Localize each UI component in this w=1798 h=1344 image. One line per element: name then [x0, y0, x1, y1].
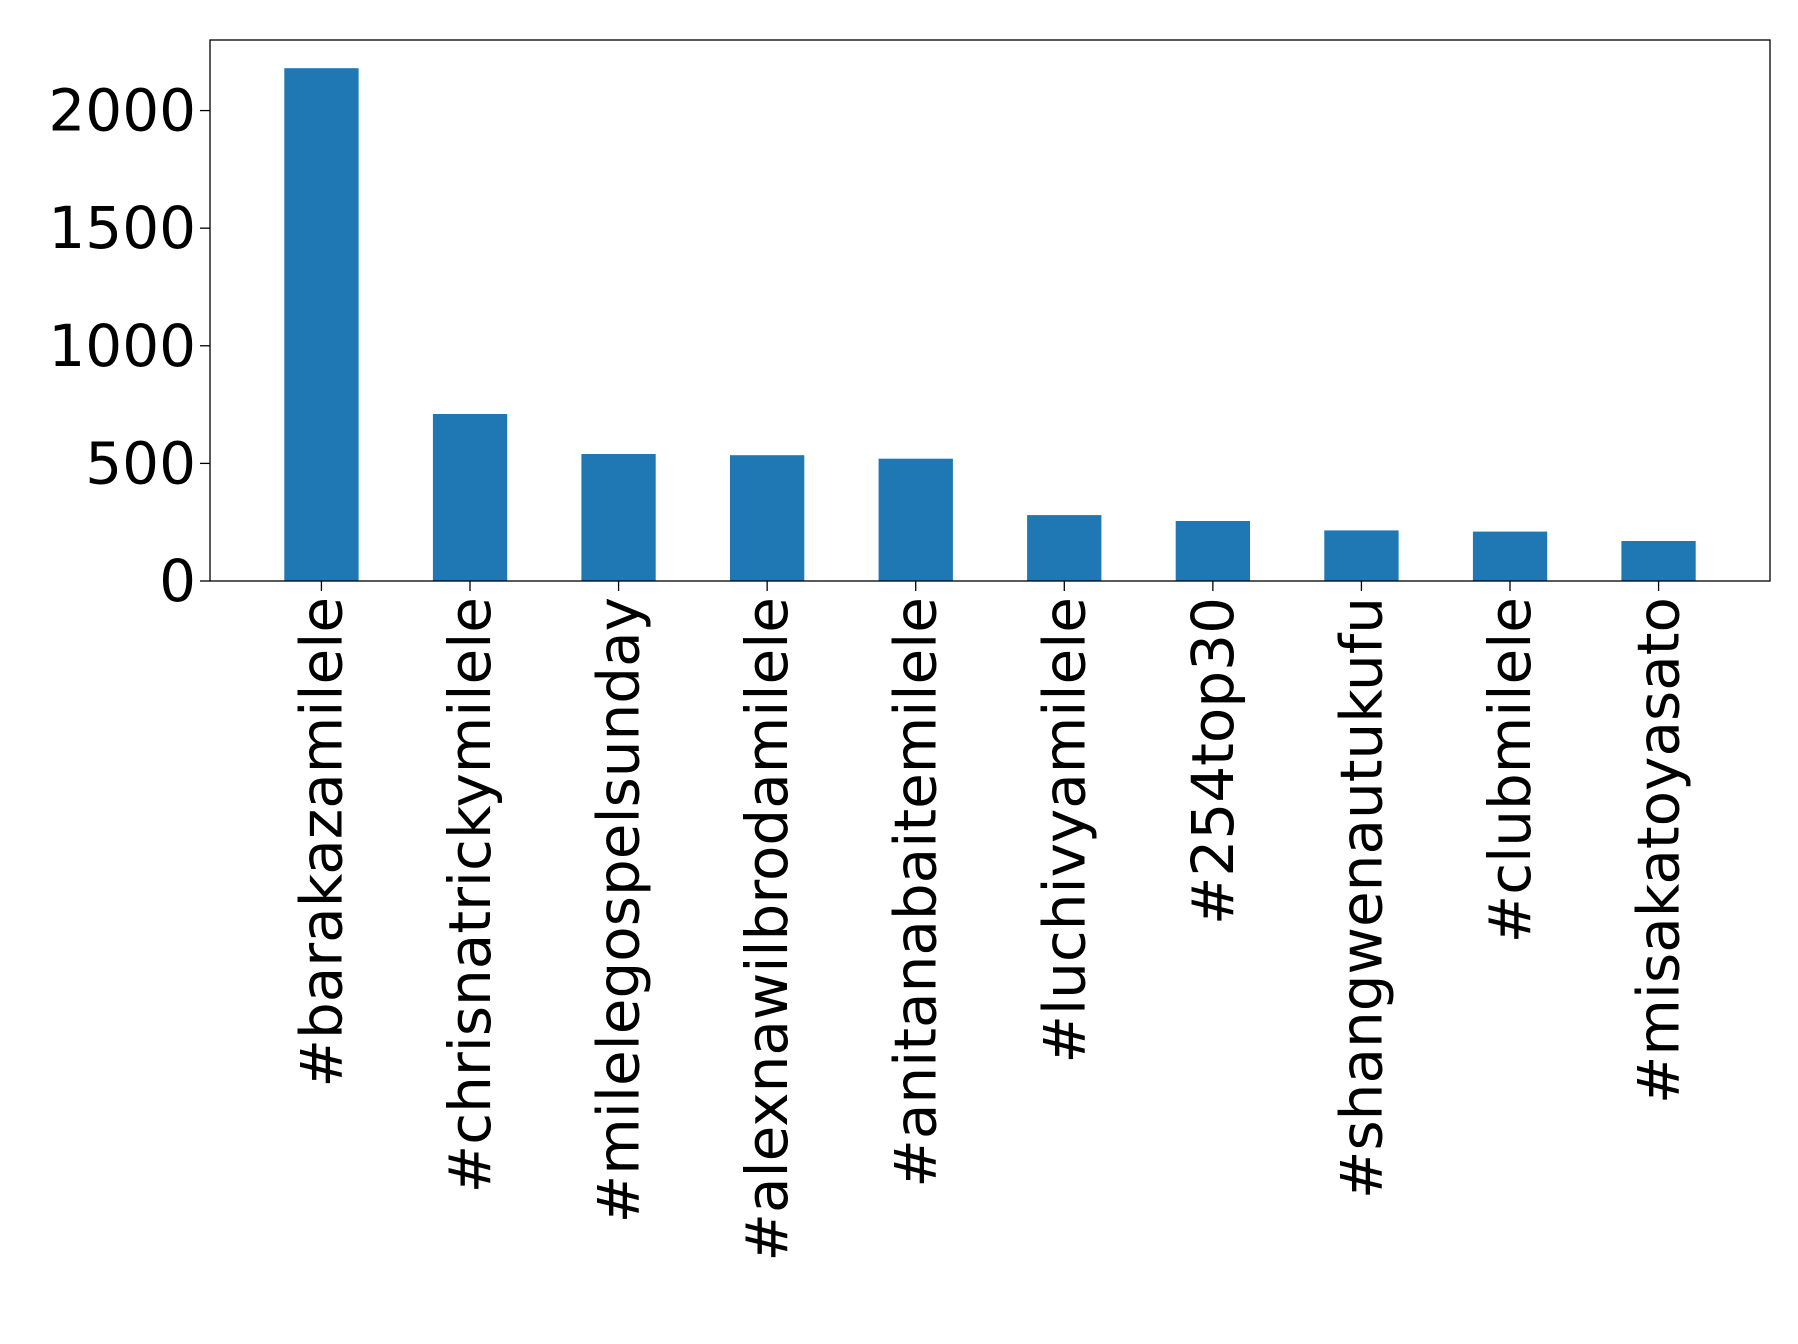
x-tick-label-5: #luchivyamilele: [1030, 597, 1098, 1064]
bar-2: [581, 454, 656, 581]
x-tick-label-6: #254top30: [1179, 597, 1247, 925]
x-tick-label-0: #barakazamilele: [287, 597, 355, 1088]
bar-1: [432, 414, 508, 581]
y-tick-label-2: 1000: [48, 312, 196, 380]
x-tick-label-8: #clubmilele: [1476, 597, 1544, 943]
x-tick-label-4: #anitanabaitemilele: [882, 597, 950, 1188]
bar-9: [1621, 541, 1696, 581]
bar-8: [1472, 531, 1548, 581]
x-tick-label-2: #milelegospelsunday: [585, 597, 653, 1223]
bars-layer: [284, 68, 1696, 581]
bar-0: [284, 68, 359, 581]
x-tick-label-9: #misakatoyasato: [1625, 597, 1693, 1104]
x-tick-label-7: #shangwenautukufu: [1327, 597, 1395, 1199]
bar-4: [878, 458, 953, 581]
y-tick-label-1: 500: [85, 429, 196, 497]
y-tick-label-0: 0: [159, 547, 196, 615]
axes-layer: [209, 39, 1771, 582]
x-axis-ticks: #barakazamilele #chrisnatrickymilele #mile…: [287, 581, 1693, 1262]
bar-6: [1175, 521, 1250, 581]
x-tick-label-1: #chrisnatrickymilele: [436, 597, 504, 1193]
y-axis-ticks: 0 500 1000 1500 2000: [48, 77, 210, 615]
y-tick-label-3: 1500: [48, 194, 196, 262]
x-tick-label-3: #alexnawilbrodamilele: [733, 597, 801, 1262]
y-tick-label-4: 2000: [48, 77, 196, 145]
bar-3: [730, 455, 805, 581]
plot-frame: [209, 39, 1771, 582]
bar-5: [1027, 515, 1102, 581]
bar-7: [1324, 530, 1399, 581]
